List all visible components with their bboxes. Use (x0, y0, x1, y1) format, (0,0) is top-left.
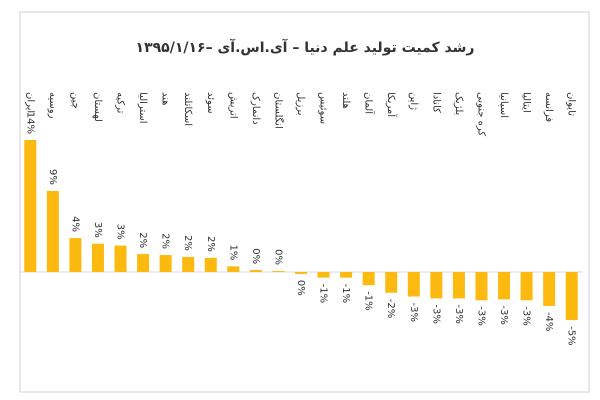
x-tick-label: سوئد (205, 92, 216, 114)
value-label: -3% (453, 304, 464, 323)
x-tick-label: آمریکا (385, 92, 398, 118)
value-label: -3% (408, 303, 419, 322)
x-tick-label: ایتالیا (521, 92, 532, 113)
value-label: 9% (47, 169, 58, 185)
bar (272, 271, 285, 272)
bar (159, 255, 172, 272)
bar (295, 272, 307, 274)
value-label: 2% (137, 232, 148, 248)
x-tick-label: فرانسه (543, 92, 554, 122)
x-tick-label: تایوان (566, 92, 577, 116)
x-tick-label: آلمان (363, 92, 376, 115)
bar (24, 140, 37, 272)
bar (114, 245, 127, 272)
value-label: 3% (115, 224, 126, 240)
value-label: 1% (227, 244, 238, 260)
bar (543, 272, 556, 306)
bar (204, 257, 217, 272)
value-label: -4% (543, 312, 554, 331)
value-label: -1% (340, 284, 351, 303)
value-label: 3% (92, 222, 103, 238)
x-tick-label: چین (69, 92, 80, 109)
bar (362, 272, 375, 286)
chart-title: رشد کمیت تولید علم دنیا – آی.اس.آی –۱۳۹۵… (136, 38, 475, 56)
x-tick-label: اسپانیا (498, 92, 509, 118)
x-tick-label: دانمارک (250, 92, 261, 125)
x-tick-label: استرالیا (137, 92, 148, 124)
value-label: 4% (69, 216, 80, 232)
value-label: -2% (385, 299, 396, 318)
bar (520, 272, 533, 301)
x-tick-label: اسکاتلند (182, 92, 193, 126)
bar (317, 272, 330, 278)
value-label: -5% (566, 326, 577, 345)
value-label: 0% (295, 280, 306, 296)
value-label: -1% (363, 291, 374, 310)
bar (475, 272, 488, 301)
value-label: 0% (272, 249, 283, 265)
bar (565, 272, 578, 321)
value-label: -3% (498, 305, 509, 324)
value-label: 2% (182, 235, 193, 251)
x-tick-label: لهستان (92, 92, 103, 122)
value-label: 2% (205, 236, 216, 252)
value-label: 14% (24, 112, 35, 134)
x-tick-label: کانادا (430, 92, 441, 113)
x-tick-label: اتریش (227, 92, 238, 119)
x-tick-label: روسیه (47, 92, 58, 119)
chart-frame (19, 11, 590, 393)
value-label: -3% (521, 306, 532, 325)
value-label: -3% (430, 304, 441, 323)
x-tick-label: هند (160, 92, 171, 106)
bar (137, 254, 150, 272)
value-label: -1% (318, 284, 329, 303)
bar (46, 190, 59, 272)
bar (227, 266, 240, 272)
x-tick-label: ترکیه (115, 92, 126, 114)
value-label: 2% (160, 233, 171, 249)
bar (340, 272, 353, 278)
x-tick-label: کره جنوبی (475, 92, 486, 136)
x-tick-label: ژاپن (408, 92, 419, 110)
x-tick-label: هلند (340, 92, 351, 109)
bar (249, 270, 262, 272)
bar (452, 272, 465, 299)
bar (182, 256, 195, 272)
value-label: -3% (475, 306, 486, 325)
x-tick-label: ایران (24, 92, 35, 113)
bar (430, 272, 443, 299)
value-label: 0% (250, 248, 261, 264)
bar (69, 238, 82, 272)
x-tick-label: برزیل (295, 92, 306, 116)
bar (385, 272, 398, 293)
bar (498, 272, 511, 300)
bar (407, 272, 420, 297)
x-tick-label: سوئیس (318, 92, 329, 124)
x-tick-label: انگلستان (272, 92, 284, 129)
x-tick-label: بلژیک (453, 92, 464, 115)
bar (91, 243, 104, 272)
